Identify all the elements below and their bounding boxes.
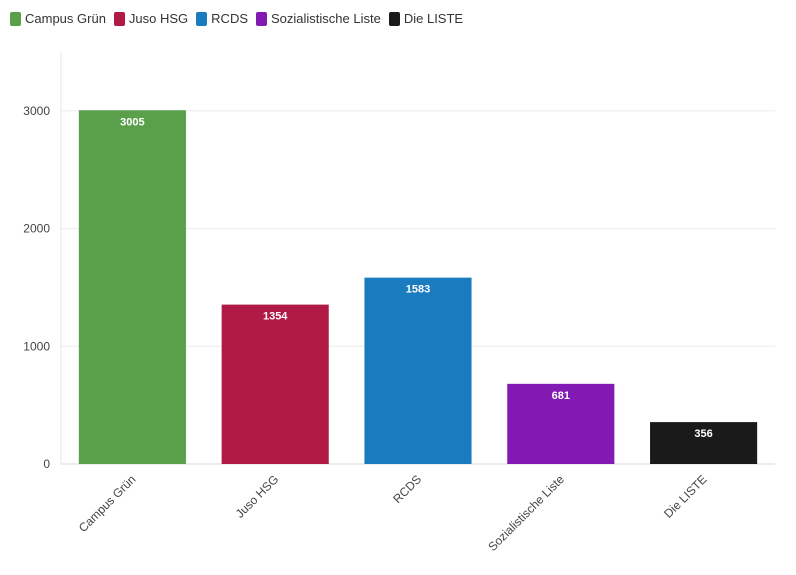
y-tick-label: 3000 [23, 104, 50, 118]
data-label-juso-hsg: 1354 [263, 311, 288, 323]
bars: 3005 1354 1583 681 356 [78, 110, 758, 465]
x-tick-label-die-liste: Die LISTE [661, 472, 710, 521]
chart-legend: Campus Grün Juso HSG RCDS Sozialistische Li… [10, 11, 463, 26]
bar-juso-hsg[interactable] [221, 304, 329, 464]
legend-label: Die LISTE [403, 11, 464, 26]
y-tick-label: 2000 [23, 222, 50, 236]
bar-rcds[interactable] [364, 277, 472, 464]
legend-swatch [256, 11, 268, 26]
x-tick-label-sozialistische-liste: Sozialistische Liste [485, 472, 567, 554]
legend-item-campus-grun[interactable]: Campus Grün [10, 11, 106, 26]
legend-label: Juso HSG [128, 11, 189, 26]
legend-item-sozialistische-liste[interactable]: Sozialistische Liste [256, 11, 381, 26]
legend-label: Sozialistische Liste [271, 11, 381, 26]
bar-sozialistische-liste[interactable] [507, 383, 615, 464]
y-tick-label: 1000 [23, 339, 50, 353]
legend-item-die-liste[interactable]: Die LISTE [388, 11, 464, 26]
y-axis: 0 1000 2000 3000 [23, 52, 62, 471]
legend-label: RCDS [211, 11, 249, 26]
x-tick-label-juso-hsg: Juso HSG [233, 472, 282, 521]
legend-item-juso-hsg[interactable]: Juso HSG [113, 11, 189, 26]
legend-swatch [10, 11, 21, 26]
data-label-campus-grun: 3005 [120, 116, 144, 128]
legend-label: Campus Grün [25, 11, 106, 26]
x-tick-label-rcds: RCDS [390, 472, 424, 506]
x-tick-label-campus-grun: Campus Grün [76, 472, 139, 535]
data-label-rcds: 1583 [406, 284, 430, 296]
data-label-die-liste: 356 [694, 428, 712, 440]
data-label-sozialistische-liste: 681 [552, 390, 570, 402]
x-axis: Campus Grün Juso HSG RCDS Sozialistische Li… [76, 472, 710, 554]
legend-swatch [113, 11, 125, 26]
legend-item-rcds[interactable]: RCDS [196, 11, 248, 26]
bar-campus-grun[interactable] [78, 110, 186, 465]
bar-die-liste[interactable] [650, 422, 758, 464]
legend-swatch [196, 11, 208, 26]
y-tick-label: 0 [43, 457, 50, 471]
legend-swatch [388, 11, 400, 26]
